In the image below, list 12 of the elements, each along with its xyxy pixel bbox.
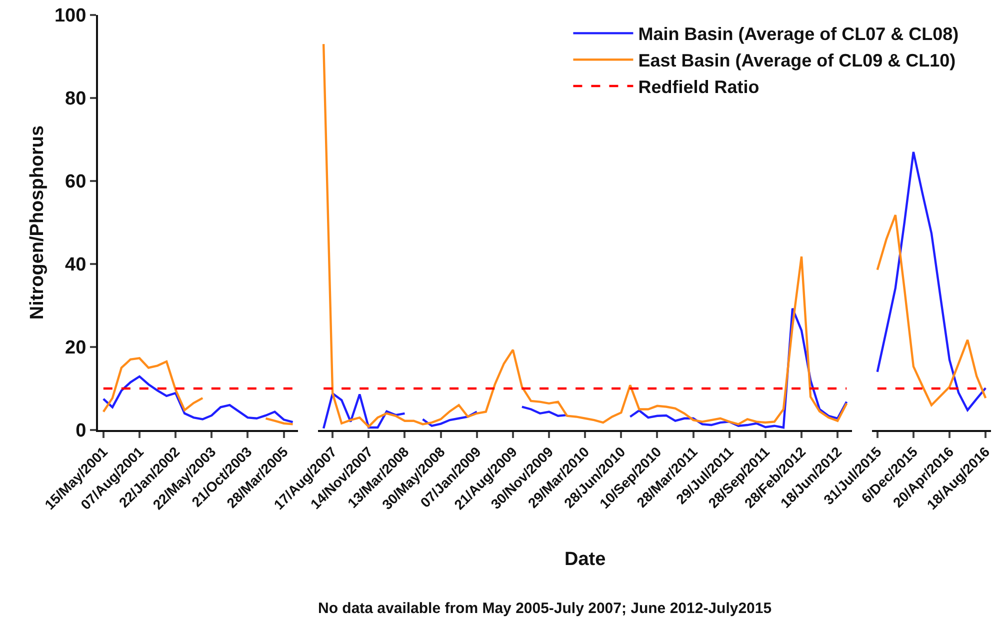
legend-label: Redfield Ratio xyxy=(638,77,760,98)
y-tick-label: 60 xyxy=(65,172,86,193)
x-axis-title: Date xyxy=(564,548,606,570)
y-tick-label: 80 xyxy=(65,88,86,110)
y-axis-title: Nitrogen/Phosphorus xyxy=(26,125,48,320)
y-tick-label: 100 xyxy=(54,6,86,27)
legend-label: Main Basin (Average of CL07 & CL08) xyxy=(638,24,959,44)
y-tick-label: 20 xyxy=(65,338,86,359)
y-tick-label: 0 xyxy=(76,420,86,442)
legend-label: East Basin (Average of CL09 & CL10) xyxy=(638,50,956,71)
y-tick-label: 40 xyxy=(65,254,86,276)
text: No data available from May 2005-July 2007; June 2012-July2015 xyxy=(318,600,772,617)
